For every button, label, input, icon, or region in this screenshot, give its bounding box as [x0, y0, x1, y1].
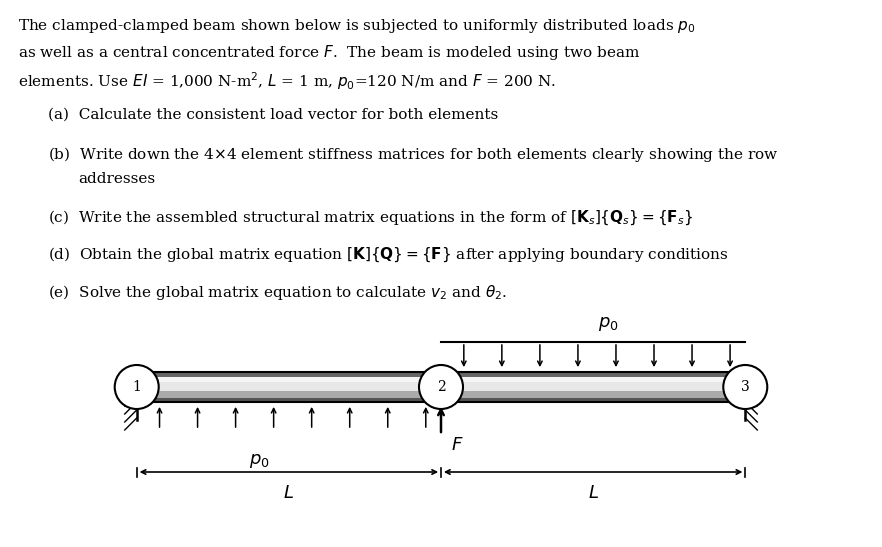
- Bar: [137, 372, 745, 376]
- Text: 2: 2: [437, 380, 445, 394]
- Circle shape: [723, 365, 767, 409]
- Text: 3: 3: [741, 380, 750, 394]
- Text: (a)  Calculate the consistent load vector for both elements: (a) Calculate the consistent load vector…: [48, 108, 498, 122]
- Text: $p_0$: $p_0$: [249, 452, 269, 470]
- Bar: [137, 398, 745, 402]
- Text: $p_0$: $p_0$: [598, 315, 618, 333]
- Text: The clamped-clamped beam shown below is subjected to uniformly distributed loads: The clamped-clamped beam shown below is …: [18, 17, 696, 35]
- Text: (b)  Write down the 4$\times$4 element stiffness matrices for both elements clea: (b) Write down the 4$\times$4 element st…: [48, 145, 779, 164]
- Text: as well as a central concentrated force $F$.  The beam is modeled using two beam: as well as a central concentrated force …: [18, 44, 640, 62]
- Text: $F$: $F$: [451, 436, 464, 454]
- Bar: [137, 376, 745, 382]
- Circle shape: [419, 365, 463, 409]
- Text: $L$: $L$: [283, 484, 295, 502]
- Text: (c)  Write the assembled structural matrix equations in the form of $[\mathbf{K}: (c) Write the assembled structural matri…: [48, 208, 693, 227]
- Text: elements. Use $EI$ = 1,000 N-m$^2$, $L$ = 1 m, $p_0$=120 N/m and $F$ = 200 N.: elements. Use $EI$ = 1,000 N-m$^2$, $L$ …: [18, 70, 557, 92]
- Text: $L$: $L$: [587, 484, 599, 502]
- Bar: [137, 382, 745, 391]
- Bar: [137, 391, 745, 398]
- Text: 1: 1: [132, 380, 141, 394]
- Circle shape: [115, 365, 159, 409]
- Text: (d)  Obtain the global matrix equation $[\mathbf{K}]\{\mathbf{Q}\} = \{\mathbf{F: (d) Obtain the global matrix equation $[…: [48, 246, 729, 264]
- Text: addresses: addresses: [78, 172, 155, 185]
- Text: (e)  Solve the global matrix equation to calculate $v_2$ and $\theta_2$.: (e) Solve the global matrix equation to …: [48, 282, 507, 301]
